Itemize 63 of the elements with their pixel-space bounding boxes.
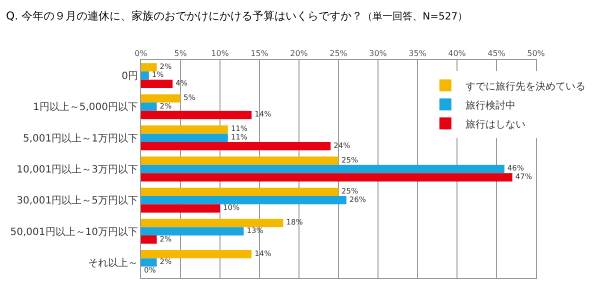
- bar: [141, 173, 512, 182]
- y-tick-label: それ以上～: [88, 256, 138, 269]
- data-label: 13%: [246, 226, 264, 235]
- data-label: 2%: [160, 234, 172, 244]
- y-tick-label: 1円以上～5,000円以下: [33, 101, 138, 114]
- bar: [141, 164, 504, 174]
- data-label: 2%: [160, 101, 172, 110]
- x-tick-label: 45%: [488, 48, 506, 58]
- x-tick-label: 35%: [408, 48, 427, 58]
- bar: [141, 102, 157, 111]
- data-label: 2%: [160, 257, 172, 266]
- x-tick-label: 5%: [174, 48, 188, 58]
- bar: [141, 196, 346, 204]
- data-label: 2%: [160, 62, 172, 71]
- legend-label: すでに旅行先を決めている: [465, 80, 586, 92]
- bar: [141, 156, 338, 165]
- bar: [141, 142, 331, 150]
- x-tick-label: 40%: [448, 48, 466, 58]
- bar: [141, 218, 284, 228]
- data-label: 11%: [230, 132, 248, 142]
- y-tick-label: 30,001円以上～5万円以下: [16, 194, 138, 207]
- data-label: 46%: [507, 164, 524, 173]
- data-label: 14%: [254, 110, 272, 119]
- data-label: 26%: [349, 194, 366, 204]
- data-label: 11%: [230, 124, 248, 134]
- chart-subtitle: （単一回答、N=527）: [362, 10, 468, 22]
- bar: [141, 63, 157, 72]
- y-tick-label: 10,001円以上～3万円以下: [16, 164, 138, 176]
- bar: [141, 80, 173, 88]
- bar: [141, 258, 157, 267]
- bar: [141, 227, 244, 236]
- data-label: 0%: [144, 265, 156, 274]
- x-tick-label: 30%: [369, 48, 388, 58]
- bar: [141, 71, 149, 80]
- x-tick-label: 10%: [211, 48, 230, 58]
- data-label: 10%: [223, 203, 240, 212]
- data-label: 25%: [342, 186, 358, 196]
- x-tick-label: 50%: [527, 48, 546, 58]
- bar: [141, 134, 228, 142]
- bar: [141, 250, 252, 258]
- x-tick-label: 15%: [250, 48, 269, 58]
- data-label: 18%: [286, 218, 303, 227]
- x-tick-label: 20%: [290, 48, 308, 58]
- bar: [141, 110, 252, 120]
- bar: [141, 204, 220, 213]
- bar: [141, 188, 338, 196]
- bar: [141, 94, 180, 103]
- data-label: 14%: [254, 248, 272, 258]
- y-tick-label: 50,001円以上～10万円以下: [10, 226, 138, 238]
- y-tick-label: 0円: [122, 71, 138, 82]
- y-tick-label: 5,001円以上～1万円以下: [23, 132, 138, 144]
- legend-label: 旅行はしない: [465, 118, 526, 130]
- legend-label: 旅行検討中: [465, 99, 516, 112]
- data-label: 24%: [334, 140, 350, 150]
- x-tick-label: 0%: [134, 48, 148, 58]
- bar: [141, 235, 157, 244]
- x-tick-label: 25%: [330, 48, 348, 58]
- bar: [141, 125, 228, 134]
- data-label: 4%: [176, 78, 188, 88]
- data-label: 25%: [342, 155, 358, 164]
- data-label: 47%: [515, 172, 532, 181]
- data-label: 1%: [152, 70, 164, 80]
- data-label: 5%: [183, 93, 196, 102]
